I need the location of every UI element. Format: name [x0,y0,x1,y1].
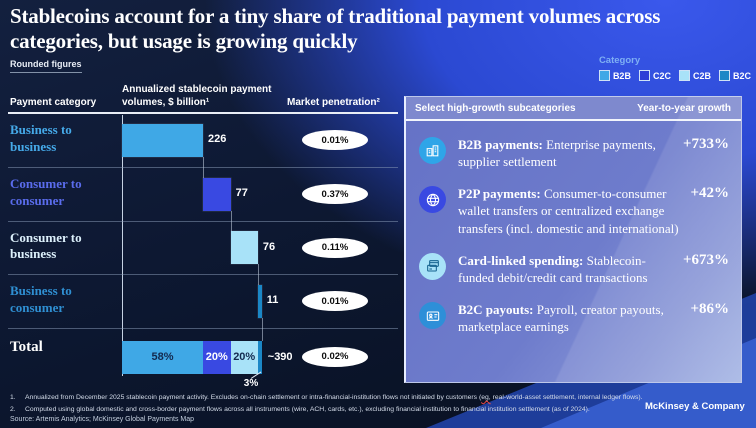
page-title: Stablecoins account for a tiny share of … [10,4,661,54]
legend-label: C2C [652,70,671,81]
row-category-label: Consumer to consumer [10,176,82,208]
waterfall-bar [122,123,203,157]
legend-swatch-c2b [678,70,690,81]
total-bar-segment [257,340,262,374]
legend-swatch-c2c [638,70,650,81]
source-line: Source: Artemis Analytics; McKinsey Glob… [10,416,195,423]
subcategory-item: P2P payments: Consumer-to-consumer walle… [419,185,729,236]
subcategory-lead: Card-linked spending: [458,252,584,268]
growth-value: +86% [690,301,729,318]
legend-label: B2C [732,70,751,81]
footnote-item: 2. Computed using global domestic and cro… [10,405,700,414]
legend-item: B2B [598,70,631,81]
row-divider [8,327,398,329]
growth-value: +733% [682,136,729,152]
subcategory-text: B2C payouts: Payroll, creator payouts, m… [458,302,664,335]
chart-baseline [122,115,123,376]
subcategory-lead: B2C payouts: [458,302,534,318]
subcategory-text: Card-linked spending: Stablecoin-funded … [458,252,648,285]
subcategory-item: B2C payouts: Payroll, creator payouts, m… [419,301,729,335]
waterfall-bar [230,231,258,264]
row-category-label: Business to consumer [10,283,72,315]
bar-value-label: 77 [235,187,248,199]
legend-label: C2B [692,70,711,81]
bar-connector [257,264,259,285]
subcategories-panel: Select high-growth subcategories Year-to… [404,96,742,383]
table-column-headers: Payment category Annualized stablecoin p… [0,74,398,112]
row-divider [8,274,398,275]
penetration-badge: 0.02% [302,346,368,367]
bar-value-label: 11 [266,294,279,306]
subcategory-lead: P2P payments: [458,186,541,202]
card-icon [419,252,446,280]
total-label: Total [10,338,43,355]
panel-header-left: Select high-growth subcategories [415,102,576,114]
subcategory-lead: B2B payments: [458,137,543,152]
subcategory-text: B2B payments: Enterprise payments, suppl… [458,137,656,170]
footnote-text: Computed using global domestic and cross… [25,405,590,413]
growth-value: +673% [682,251,729,268]
footnotes: 1. Annualized from December 2025 stableco… [10,393,700,416]
total-value-label: ~390 [267,350,293,363]
legend-item: C2B [678,70,711,81]
footnote-number: 1. [10,394,16,401]
legend-swatch-b2c [718,70,730,81]
column-header-market-penetration: Market penetration² [287,96,380,108]
waterfall-bar [257,284,262,318]
rounded-figures-note: Rounded figures [10,59,82,73]
footnote-item: 1. Annualized from December 2025 stableco… [10,393,700,402]
panel-body: B2B payments: Enterprise payments, suppl… [406,121,741,335]
row-category-label: Business to business [10,122,72,154]
header-divider [8,112,398,114]
legend-swatch-b2b [598,70,610,81]
bar-value-label: 76 [262,240,276,253]
legend-item: B2C [718,70,751,81]
row-category-label: Consumer to business [10,229,82,262]
panel-header: Select high-growth subcategories Year-to… [406,97,741,121]
id-badge-icon [419,302,446,330]
category-legend: Category B2B C2C C2B B2C [598,55,751,81]
buildings-icon [419,137,446,164]
subcategory-item: B2B payments: Enterprise payments, suppl… [419,136,729,170]
legend-item: C2C [638,70,671,81]
legend-label: B2B [612,70,631,81]
legend-items: B2B C2C C2B B2C [598,70,751,81]
bar-value-label: 226 [207,133,227,145]
bar-connector [261,317,263,341]
total-bar-segment: 58% [122,340,203,374]
row-divider [8,220,398,222]
footnote-number: 2. [10,405,16,413]
total-bar-segment: 20% [230,340,258,374]
bar-connector [230,210,232,231]
waterfall-bar [202,177,231,211]
total-segment-callout: 3% [243,377,259,389]
footnote-text: Annualized from December 2025 stablecoin… [25,394,643,401]
growth-value: +42% [690,185,729,202]
bar-connector [202,156,204,178]
penetration-badge: 0.11% [302,237,368,258]
penetration-badge: 0.37% [302,184,368,204]
brand-logo: McKinsey & Company [645,401,745,412]
penetration-badge: 0.01% [302,130,368,150]
subcategory-item: Card-linked spending: Stablecoin-funded … [419,252,729,286]
legend-title: Category [598,55,641,66]
subcategory-text: P2P payments: Consumer-to-consumer walle… [458,186,679,236]
penetration-badge: 0.01% [302,291,368,311]
panel-header-right: Year-to-year growth [637,102,731,114]
globe-icon [419,186,446,214]
total-bar-segment: 20% [202,340,231,374]
column-header-payment-category: Payment category [10,96,97,108]
spellcheck-squiggle: eg, [481,394,491,401]
column-header-volume: Annualized stablecoin payment volumes, $… [122,84,272,108]
